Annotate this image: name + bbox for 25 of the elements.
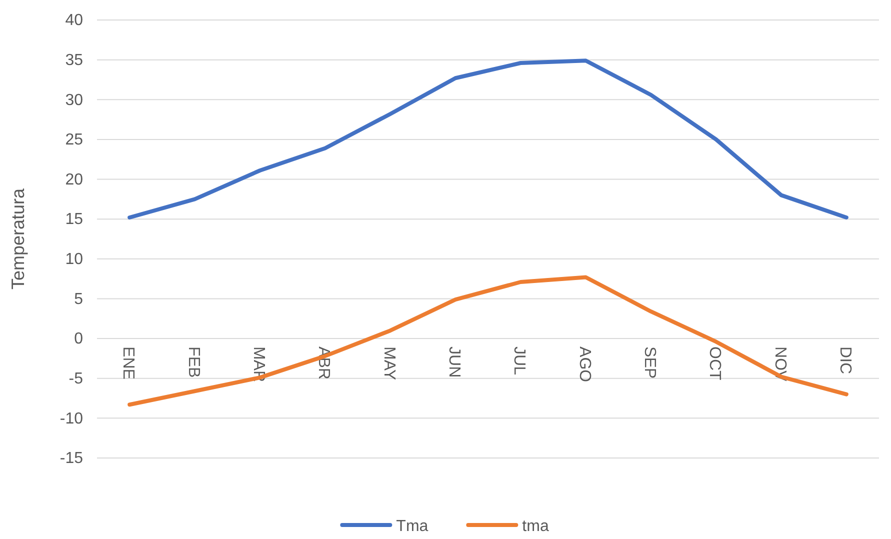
legend-label: Tma	[396, 518, 428, 535]
y-tick-label: 30	[65, 92, 84, 109]
legend-label: tma	[522, 518, 549, 535]
line-series	[128, 58, 848, 220]
x-tick-label: OCT	[706, 346, 724, 381]
x-tick-label: DIC	[836, 346, 854, 374]
y-tick-label: 0	[74, 330, 84, 348]
y-tick-label: 20	[65, 171, 84, 188]
y-tick-label: 25	[65, 132, 84, 149]
x-tick-label: JUN	[445, 346, 462, 378]
y-tick-label: 10	[65, 251, 84, 268]
x-tick-label: ENE	[120, 346, 137, 380]
x-tick-label: SEP	[640, 346, 658, 379]
y-axis-title: Temperatura	[8, 187, 28, 290]
y-tick-label: 40	[65, 12, 84, 30]
x-tick-label: AGO	[576, 346, 593, 382]
y-tick-label: -10	[60, 410, 84, 428]
x-tick-label: MAY	[380, 346, 398, 380]
x-tick-label: FEB	[184, 346, 202, 378]
y-tick-label: 15	[65, 211, 84, 228]
y-tick-label: 5	[74, 290, 84, 308]
y-tick-label: 35	[65, 52, 84, 69]
y-tick-label: -5	[68, 370, 84, 388]
x-tick-label: JUL	[510, 346, 528, 376]
y-tick-label: -15	[60, 450, 84, 468]
